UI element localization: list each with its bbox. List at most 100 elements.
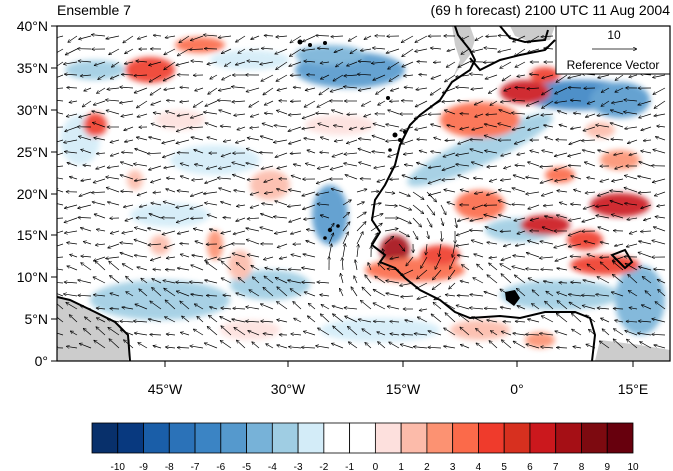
wind-vector (266, 343, 274, 349)
wind-vector (332, 152, 344, 157)
wind-vector (275, 61, 288, 70)
wind-vector (250, 191, 260, 195)
wind-vector (136, 137, 148, 141)
wind-vector (527, 162, 540, 167)
lon-label-0: 0° (510, 381, 523, 397)
wind-vector (596, 135, 610, 141)
wind-vector (657, 279, 666, 284)
colorbar-label: -8 (165, 462, 174, 471)
wind-vector (414, 126, 428, 130)
lat-label-30n: 30°N (17, 102, 48, 118)
wind-vector (164, 61, 176, 70)
wind-vector (342, 257, 343, 271)
wind-vector (404, 87, 414, 88)
wind-vector (516, 288, 526, 297)
wind-vector (106, 35, 120, 39)
wind-vector (358, 162, 372, 167)
wind-vector (624, 187, 638, 193)
wind-vector (571, 329, 582, 336)
wind-vector (374, 165, 386, 168)
wind-vector (252, 277, 260, 284)
wind-vector (386, 48, 400, 53)
wind-vector (398, 243, 405, 251)
wind-vector (597, 150, 610, 154)
wind-vector (457, 139, 470, 144)
wind-vector (385, 281, 400, 284)
wind-vector (455, 164, 470, 166)
wind-vector (193, 229, 204, 232)
wind-vector (416, 163, 428, 167)
colorbar-swatch (452, 422, 479, 454)
wind-vector (138, 342, 148, 349)
title-left: Ensemble 7 (57, 2, 131, 18)
colorbar-swatch (555, 422, 582, 454)
wind-vector (597, 308, 610, 309)
wind-vector (476, 264, 484, 271)
wind-vector (342, 212, 350, 219)
wind-vector (277, 243, 288, 248)
wind-vector (527, 126, 540, 130)
wind-vector (233, 230, 246, 234)
wind-vector (512, 100, 526, 101)
wind-vector (177, 191, 190, 192)
colorbar-swatch (220, 422, 247, 454)
wind-vector (497, 48, 512, 52)
wind-vector (426, 243, 427, 255)
wind-vector (261, 48, 274, 49)
wind-vector (249, 49, 260, 50)
wind-vector (65, 48, 78, 56)
wind-vector (629, 308, 638, 310)
wind-vector (147, 228, 162, 232)
wind-vector (306, 241, 316, 245)
wind-vector (153, 35, 162, 36)
wind-vector (134, 239, 148, 245)
wind-vector (293, 87, 302, 88)
wind-vector (124, 48, 134, 55)
wind-vector (390, 257, 400, 259)
wind-vector (430, 48, 442, 49)
wind-vector (264, 178, 274, 182)
wind-vector (363, 113, 372, 117)
wind-vector (148, 319, 162, 323)
wind-vector (469, 308, 484, 309)
wind-vector (70, 330, 78, 336)
wind-vector (528, 278, 540, 284)
wind-vector (302, 191, 316, 196)
wind-vector (262, 123, 274, 128)
wind-vector (570, 282, 582, 283)
wind-vector (626, 321, 638, 322)
wind-vector (193, 329, 204, 336)
wind-vector (231, 87, 246, 88)
wind-vector (362, 329, 372, 336)
wind-vector (204, 256, 218, 261)
wind-vector (342, 200, 352, 206)
wind-vector (342, 232, 349, 245)
wind-vector (640, 231, 652, 232)
wind-vector (315, 346, 330, 349)
wind-vector (302, 126, 316, 129)
wind-vector (476, 343, 484, 349)
wind-vector (343, 87, 358, 88)
wind-vector (290, 35, 302, 43)
lon-label-45w: 45°W (148, 381, 183, 397)
wind-vector (235, 61, 246, 65)
wind-vector (370, 191, 379, 192)
wind-vector (384, 229, 398, 232)
wind-vector (355, 259, 357, 271)
wind-vector (232, 174, 246, 180)
wind-vector (609, 191, 624, 192)
colorbar-label: 6 (527, 462, 533, 471)
wind-vector (554, 178, 568, 181)
wind-vector (570, 127, 582, 129)
wind-vector (447, 202, 456, 206)
wind-vector (57, 139, 64, 143)
wind-vector (220, 126, 232, 127)
wind-vector (67, 163, 78, 167)
wind-vector (275, 48, 288, 54)
lon-label-15w: 15°W (386, 381, 421, 397)
wind-vector (134, 255, 148, 257)
wind-vector (474, 113, 484, 117)
wind-vector (315, 113, 330, 114)
wind-vector (501, 340, 512, 349)
wind-vector (420, 256, 428, 269)
